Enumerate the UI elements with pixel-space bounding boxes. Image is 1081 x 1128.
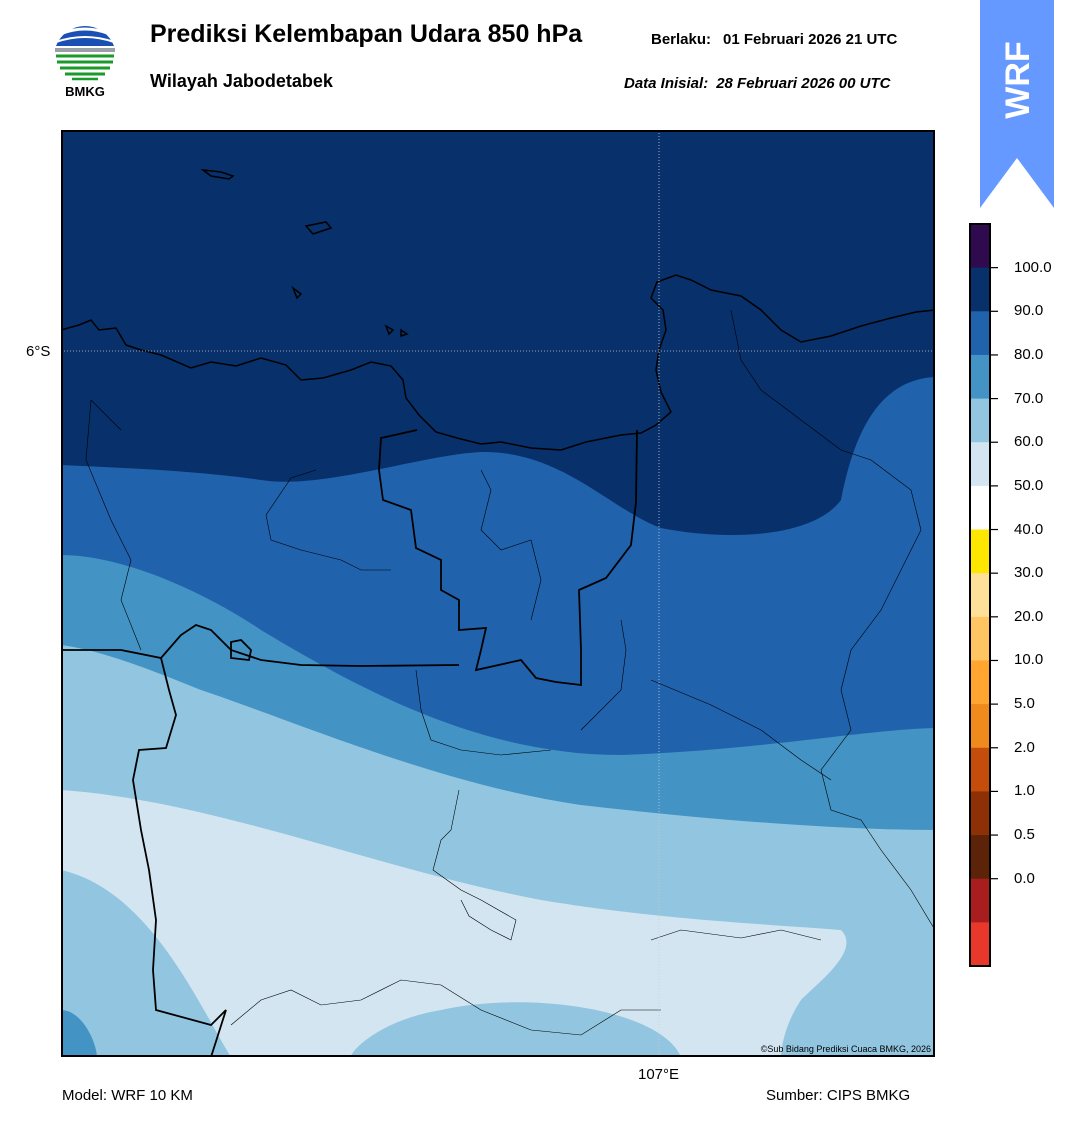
logo-text: BMKG [65, 84, 105, 99]
colorbar-label: 0.0 [1014, 869, 1035, 887]
wrf-badge: WRF [980, 0, 1054, 208]
island [400, 328, 409, 338]
colorbar-swatch [970, 529, 990, 574]
district-boundary [480, 469, 542, 621]
colorbar-swatch [970, 267, 990, 312]
init-value: 28 Februari 2026 00 UTC [716, 75, 891, 92]
humidity-map: ©Sub Bidang Prediksi Cuaca BMKG, 2026 [61, 130, 935, 1057]
colorbar-label: 100.0 [1014, 258, 1052, 276]
district-boundary [580, 619, 627, 731]
island [304, 221, 333, 235]
colorbar-swatch [970, 660, 990, 705]
page-title: Prediksi Kelembapan Udara 850 hPa [150, 20, 583, 48]
band-90-100 [61, 130, 935, 535]
valid-label: Berlaku: [651, 31, 712, 48]
lon-label: 107°E [638, 1066, 680, 1083]
colorbar-swatch [970, 485, 990, 531]
map-copyright: ©Sub Bidang Prediksi Cuaca BMKG, 2026 [761, 1044, 931, 1054]
colorbar-swatch [970, 791, 990, 836]
colorbar-label: 5.0 [1014, 695, 1035, 713]
colorbar-swatch [970, 616, 990, 661]
colorbar-frame [969, 223, 991, 967]
colorbar-swatch [970, 224, 990, 269]
island [384, 324, 395, 336]
band-50-60 [61, 790, 847, 1057]
coastline [61, 274, 935, 451]
colorbar-label: 1.0 [1014, 782, 1035, 800]
colorbar-label: 50.0 [1014, 476, 1044, 494]
district-boundary [650, 929, 822, 941]
colorbar-label: 10.0 [1014, 651, 1044, 669]
init-time: Data Inisial: 28 Februari 2026 00 UTC [624, 75, 890, 92]
lat-label: 6°S [26, 343, 51, 360]
page-subtitle: Wilayah Jabodetabek [150, 71, 333, 91]
source-label: Sumber: CIPS BMKG [766, 1087, 911, 1104]
colorbar-swatch [970, 442, 990, 487]
colorbar-label: 70.0 [1014, 389, 1044, 407]
init-label: Data Inisial: [624, 75, 709, 92]
valid-value: 01 Februari 2026 21 UTC [723, 31, 898, 48]
island [291, 285, 303, 300]
colorbar-swatch [970, 835, 990, 880]
wrf-badge-text: WRF [999, 41, 1037, 118]
colorbar-swatch [970, 878, 990, 923]
colorbar-swatch [970, 704, 990, 749]
colorbar-swatch [970, 398, 990, 443]
district-boundary [650, 679, 832, 781]
colorbar-label: 90.0 [1014, 302, 1044, 320]
band-70-80-patch [61, 1010, 97, 1057]
colorbar-label: 40.0 [1014, 520, 1044, 538]
district-boundary [265, 469, 391, 571]
valid-time: Berlaku: 01 Februari 2026 21 UTC [651, 31, 897, 48]
colorbar-swatch [970, 922, 990, 967]
colorbar-swatch [970, 573, 990, 618]
province-boundary [132, 657, 227, 1057]
district-boundary [415, 669, 552, 756]
province-boundary [61, 624, 460, 667]
province-boundary [230, 639, 252, 661]
district-boundary [230, 979, 661, 1036]
province-boundary [378, 429, 638, 687]
colorbar-label: 20.0 [1014, 607, 1044, 625]
colorbar-swatch [970, 354, 990, 400]
colorbar-swatch [970, 747, 990, 792]
colorbar-label: 2.0 [1014, 738, 1035, 756]
colorbar [969, 223, 998, 967]
district-boundary [730, 309, 935, 931]
bmkg-logo [54, 21, 116, 83]
map-frame [61, 130, 935, 1057]
island [200, 168, 235, 180]
colorbar-label: 80.0 [1014, 345, 1044, 363]
colorbar-label: 60.0 [1014, 433, 1044, 451]
colorbar-swatch [970, 311, 990, 356]
district-boundary [432, 789, 517, 941]
district-boundary [85, 399, 142, 651]
colorbar-label: 30.0 [1014, 564, 1044, 582]
model-label: Model: WRF 10 KM [62, 1087, 193, 1104]
colorbar-label: 0.5 [1014, 826, 1035, 844]
